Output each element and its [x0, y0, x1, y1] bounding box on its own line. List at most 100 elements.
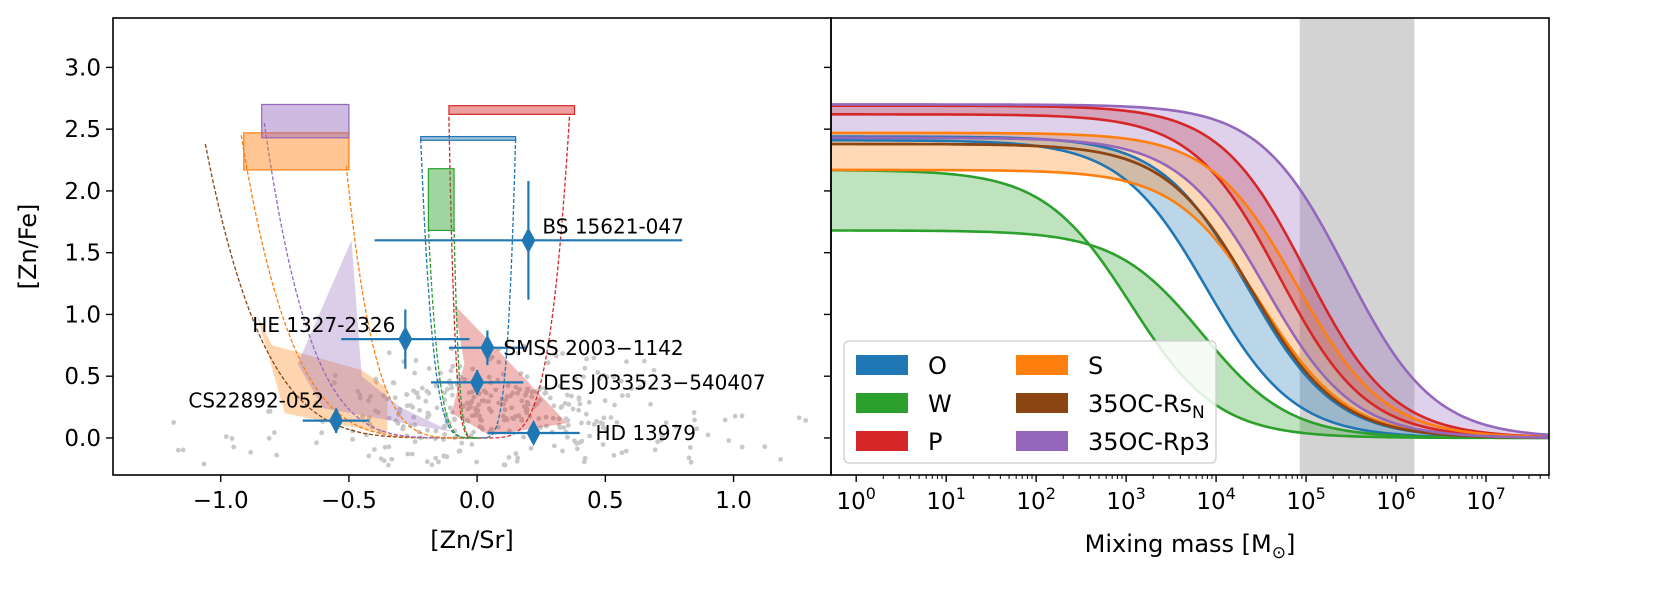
legend-text: W	[928, 390, 952, 418]
background-star	[687, 445, 693, 450]
mixing-fill	[831, 170, 1549, 438]
background-star	[223, 434, 229, 440]
right-axis-ticks: 100 101 102 103 104 105 106 107	[836, 475, 1550, 515]
yield-bands	[243, 103, 576, 232]
left-y-axis-label: [Zn/Fe]	[14, 204, 42, 290]
star-point: DES J033523−540407	[430, 369, 766, 396]
background-star	[319, 430, 325, 436]
x-tick-label: −0.5	[321, 488, 377, 514]
background-star	[175, 447, 181, 453]
star-point: CS22892-052	[188, 389, 370, 434]
background-star	[623, 448, 629, 454]
background-star	[471, 394, 477, 400]
background-star	[469, 389, 475, 395]
background-star	[705, 432, 711, 438]
legend-text: O	[928, 352, 947, 380]
background-star	[529, 389, 535, 395]
background-star	[404, 403, 410, 409]
yield-band	[243, 132, 350, 171]
legend-item: W	[856, 390, 952, 418]
background-star	[563, 416, 569, 422]
background-star	[412, 422, 418, 428]
background-star	[618, 378, 624, 384]
background-star	[426, 366, 432, 371]
background-star	[201, 461, 207, 467]
legend-swatch	[856, 355, 908, 375]
tick-exponent: 6	[1406, 484, 1416, 503]
legend-item: P	[856, 428, 942, 456]
star-label: HE 1327-2326	[252, 313, 395, 337]
background-star	[465, 406, 471, 412]
yield-band	[448, 105, 576, 115]
background-star	[537, 397, 543, 403]
dilution-curve	[263, 122, 478, 439]
background-star	[386, 444, 392, 450]
y-tick-label: 1.0	[64, 302, 101, 328]
background-star	[658, 437, 664, 443]
x-tick-label: 104	[1196, 484, 1235, 515]
background-star	[429, 462, 435, 468]
background-star	[582, 365, 588, 371]
background-star	[501, 417, 507, 423]
background-star	[686, 455, 692, 461]
background-star	[572, 438, 577, 444]
background-star	[371, 447, 377, 452]
background-star	[557, 425, 563, 431]
background-star	[796, 415, 802, 421]
background-star	[551, 443, 557, 449]
background-star	[608, 415, 614, 420]
background-star	[332, 373, 338, 379]
mixing-upper-line	[831, 103, 1550, 437]
background-star	[566, 401, 572, 407]
background-star	[556, 416, 562, 422]
mixing-fills	[831, 104, 1549, 438]
background-star	[350, 437, 355, 442]
background-star	[386, 462, 391, 468]
background-star	[579, 420, 584, 426]
background-star	[412, 439, 418, 445]
background-star	[509, 405, 514, 411]
background-star	[583, 411, 589, 417]
tick-exponent: 1	[956, 484, 966, 503]
legend-label: S	[1088, 352, 1103, 380]
star-point: SMSS 2003−1142	[448, 330, 684, 366]
background-star	[464, 401, 470, 406]
background-star	[450, 363, 456, 369]
background-star	[595, 370, 601, 375]
legend-swatch	[1016, 431, 1068, 451]
legend-label: O	[928, 352, 947, 380]
background-star	[411, 414, 417, 420]
background-star	[448, 368, 454, 374]
background-star	[624, 359, 629, 365]
background-star	[544, 423, 549, 429]
background-star	[560, 448, 565, 454]
background-star	[495, 424, 501, 430]
background-star	[562, 400, 568, 406]
background-star	[425, 414, 430, 420]
background-star	[601, 373, 607, 378]
background-star	[519, 398, 525, 404]
background-star	[471, 429, 476, 435]
background-star	[525, 401, 531, 407]
mixing-wedge	[256, 314, 388, 435]
background-star	[378, 456, 384, 462]
star-marker	[521, 227, 536, 254]
background-star	[355, 388, 361, 394]
background-star	[404, 392, 410, 398]
y-tick-label: 2.0	[64, 179, 101, 205]
y-tick-label: 0.0	[64, 426, 101, 452]
background-star	[692, 417, 697, 423]
background-star	[547, 395, 553, 401]
background-star	[464, 418, 470, 423]
x-tick-label: 102	[1016, 484, 1055, 515]
background-star	[442, 424, 448, 429]
legend-swatch	[1016, 393, 1068, 413]
background-star	[413, 358, 419, 363]
star-point: HE 1327-2326	[252, 309, 470, 369]
background-star	[405, 451, 411, 457]
background-star	[739, 444, 745, 450]
yield-band	[427, 168, 455, 232]
y-tick-label: 0.5	[64, 364, 101, 390]
background-star	[410, 404, 416, 410]
x-tick-label: 105	[1286, 484, 1325, 515]
